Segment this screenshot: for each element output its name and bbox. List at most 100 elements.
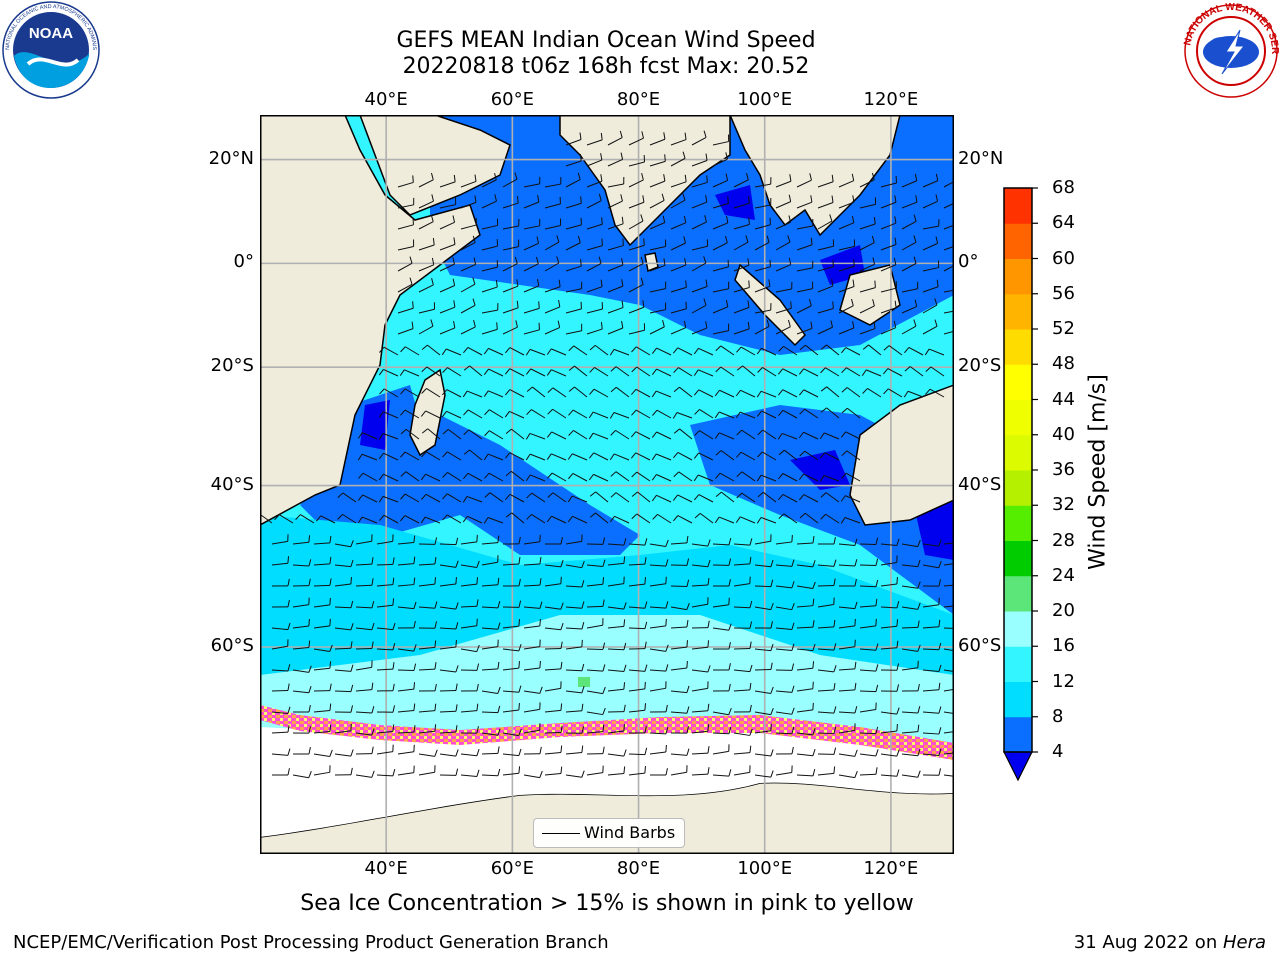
wind-barb [547,492,567,503]
wind-barb [463,347,483,356]
wind-barb [691,215,707,230]
wind-barb [357,516,378,524]
wind-barb [292,726,311,734]
wind-barb [628,131,644,146]
wind-barb [292,640,311,650]
wind-barb [754,579,774,588]
wind-barb [418,703,437,713]
wind-barb [544,602,564,610]
wind-barb [463,365,483,377]
wind-barb [481,661,500,671]
wind-barb [859,172,875,188]
wind-barb [481,577,500,587]
wind-barb [880,577,898,587]
wind-barb [691,153,708,167]
wind-barb [460,663,480,671]
wind-barb [715,345,735,356]
wind-barb [504,452,525,461]
wind-barb [607,300,624,314]
wind-barb [565,580,585,588]
wind-barb [399,515,420,524]
wind-barb [775,643,795,651]
lon-tick-bottom-80: 80°E [616,858,661,879]
wind-barb [691,597,709,608]
wind-barb [777,389,798,398]
wind-barb [691,175,708,188]
wind-barb [397,744,415,755]
wind-barb [631,471,651,482]
wind-barb [418,577,437,587]
wind-barb [523,195,540,209]
wind-barb [820,344,840,356]
wind-barb [859,618,877,629]
wind-barb [840,517,861,524]
wind-barb [817,559,837,567]
wind-barb [775,581,795,589]
wind-barb [378,433,399,440]
wind-barb [673,386,693,398]
very-low-pocket-3 [915,500,954,560]
wind-barb [481,555,499,566]
wind-barb [502,728,522,737]
wind-barb [649,601,669,609]
wind-barb [694,430,714,440]
wind-barb [546,431,567,440]
wind-barb [504,410,525,419]
wind-barb [628,195,645,209]
wind-barb [355,578,374,587]
colorbar-tick-28: 28 [1052,529,1075,551]
sea-ice-edge [260,705,954,760]
wind-barb [799,450,819,461]
wind-barb [609,412,630,419]
wind-barb [817,195,834,209]
wind-barb [943,224,954,230]
wind-barb [357,432,378,440]
wind-barb [628,747,648,756]
wind-barb [796,769,816,777]
wind-barb [439,215,456,230]
wind-barb [861,369,882,377]
wind-barb [817,747,837,755]
wind-barb [672,347,693,356]
wind-barb [481,728,501,736]
wind-barb [649,215,666,230]
wind-barb [943,265,954,272]
wind-barb [943,711,954,714]
wind-barb [313,749,333,758]
wind-barb [586,559,606,567]
wind-barb [670,685,690,694]
wind-barb [712,642,731,650]
wind-barb [439,683,458,692]
wind-barb [838,559,858,567]
colorbar-tick-8: 8 [1052,705,1064,727]
wind-barb [715,450,735,461]
wind-barb [481,639,499,650]
wind-barb [922,579,941,587]
wind-barb [355,706,375,714]
wind-barb [439,577,457,587]
wind-barb [628,601,648,609]
wind-barb [568,365,588,377]
wind-barb [796,620,815,629]
wind-barb [544,279,561,293]
wind-barb [670,215,687,230]
wind-barb [523,301,540,314]
wind-barb [796,195,813,209]
wind-barb [775,174,792,188]
wind-barb [439,704,458,713]
wind-barb [631,388,651,398]
colorbar-segment-11 [1004,329,1032,365]
wind-barb [901,256,917,272]
colorbar-segment-12 [1004,293,1032,330]
wind-barb [460,748,480,757]
wind-barb [922,642,942,651]
wind-barb [735,389,756,398]
wind-barb [607,704,626,713]
colorbar-tick-56: 56 [1052,282,1075,304]
very-low-pocket-4 [715,185,755,220]
wind-barb [775,726,795,735]
wind-barb [589,512,609,524]
wind-barb [355,682,374,692]
wind-barb [397,765,415,776]
wind-barb [334,767,353,776]
